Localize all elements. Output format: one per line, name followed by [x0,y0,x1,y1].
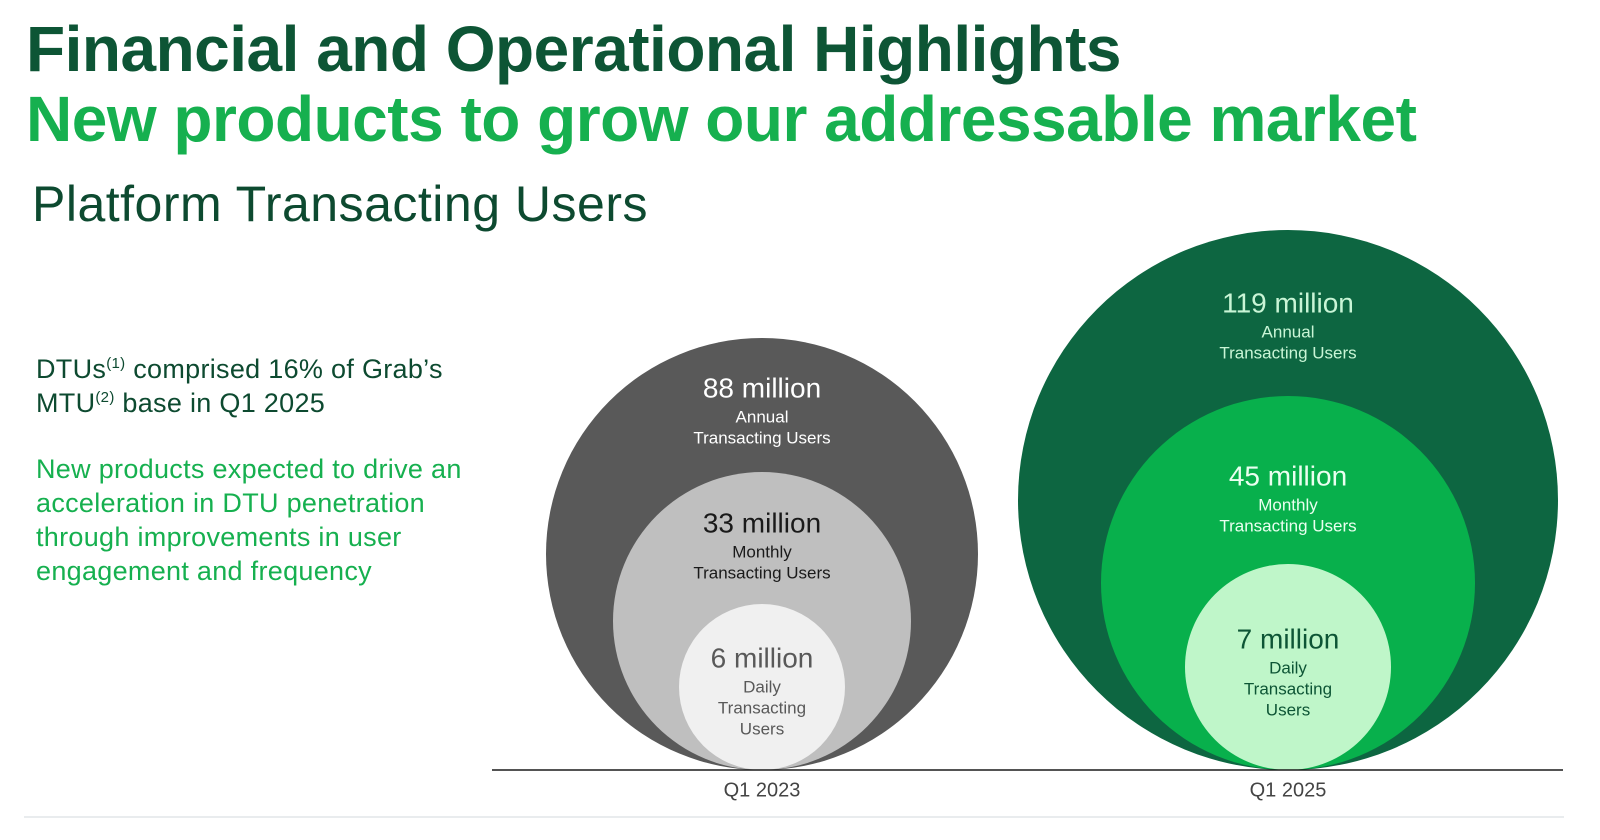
footnote-ref-1: (1) [106,355,126,372]
bubble-value-label: 119 million [1222,287,1354,318]
bubble-category-label: Annual [1262,322,1315,341]
bubble-category-label: Daily [743,677,781,696]
page-title: Financial and Operational Highlights [26,13,1122,85]
bubble-category-label: Users [1266,700,1310,719]
x-tick-label: Q1 2023 [724,779,801,801]
footer-divider [24,816,1564,818]
bubble-value-label: 33 million [703,507,821,538]
bubble-value-label: 88 million [703,372,821,403]
bubble-1-2 [1185,564,1391,770]
dtu-text-1: DTUs [36,354,107,384]
bubble-value-label: 45 million [1229,460,1347,491]
x-tick-label: Q1 2025 [1250,779,1327,801]
outlook-note: New products expected to drive an accele… [36,454,462,586]
bubble-category-label: Monthly [732,542,792,561]
bubble-value-label: 7 million [1237,623,1340,654]
page-subtitle: New products to grow our addressable mar… [26,83,1417,155]
bubble-category-label: Transacting [1244,679,1332,698]
bubble-category-label: Users [740,719,784,738]
dtu-text-3: base in Q1 2025 [114,388,326,418]
bubble-category-label: Transacting Users [1219,516,1356,535]
dtu-text-2: comprised 16% of Grab’s MTU [36,354,443,418]
bubble-category-label: Transacting Users [1219,343,1356,362]
bubble-category-label: Transacting Users [693,428,830,447]
bubble-category-label: Transacting Users [693,563,830,582]
bubble-category-label: Transacting [718,698,806,717]
bubble-category-label: Daily [1269,658,1307,677]
section-title: Platform Transacting Users [32,176,648,232]
bubble-value-label: 6 million [711,642,814,673]
bubble-category-label: Monthly [1258,495,1318,514]
bubble-category-label: Annual [736,407,789,426]
bubble-0-2 [679,604,845,770]
dtu-share-note: DTUs(1) comprised 16% of Grab’s MTU(2) b… [36,352,516,420]
footnote-ref-2: (2) [95,389,115,406]
